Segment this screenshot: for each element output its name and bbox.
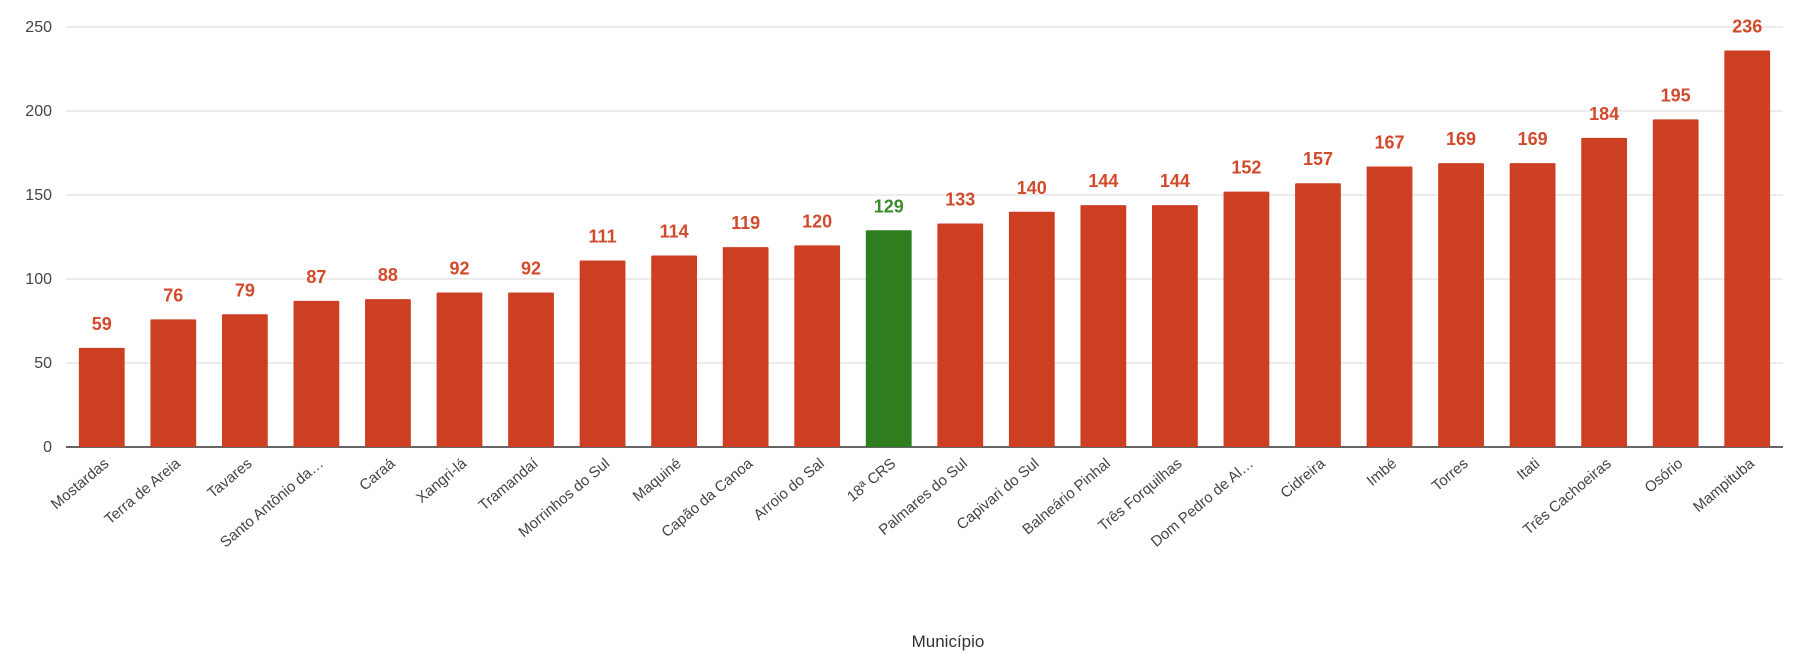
bar [1581,137,1628,447]
bar-value-label: 144 [1088,171,1118,191]
bar [1724,50,1771,448]
bar [937,223,984,447]
bar-value-label: 120 [802,211,832,231]
bar [1080,205,1127,447]
bar-value-label: 87 [306,267,326,287]
bar [221,314,268,447]
x-tick-label: Cidreira [1277,455,1329,502]
x-tick-label: Arroio do Sal [750,455,827,524]
y-tick-label: 0 [43,439,52,456]
bar [365,299,411,447]
x-tick-label: Torres [1429,455,1472,495]
bar-value-label: 195 [1661,85,1691,105]
bar-value-label: 144 [1160,171,1190,191]
bar [508,292,554,447]
bar [436,292,483,447]
y-tick-label: 250 [25,19,52,36]
bar [1223,191,1270,447]
gridlines: 0 50 100 150 200 250 [25,19,1783,456]
bar-value-label: 129 [874,196,904,216]
value-labels: 59 76 79 87 88 92 92 111 114 119 120 129 133 140 144 14… [92,17,1762,334]
bar-value-label: 76 [163,285,183,305]
x-tick-label: Maquiné [630,455,685,505]
bar [722,247,769,447]
x-axis-title: Município [912,632,985,651]
y-tick-label: 150 [25,187,52,204]
x-tick-label: Mampituba [1690,455,1758,516]
bar-value-label: 167 [1374,132,1404,152]
bar-value-label: 184 [1589,104,1619,124]
bar-value-label: 111 [589,227,617,247]
x-tick-label: Terra de Areia [101,455,184,528]
bar-value-label: 157 [1303,149,1333,169]
x-tick-label: Imbé [1364,455,1400,489]
bar [150,319,197,447]
bar-value-label: 119 [731,213,760,233]
bar-value-label: 236 [1732,17,1762,37]
bar [1438,163,1484,447]
bar [794,245,841,447]
bar-value-label: 88 [378,265,398,285]
y-tick-label: 100 [25,271,52,288]
y-tick-label: 50 [34,355,52,372]
x-tick-label: Tavares [204,455,255,502]
bar [293,300,340,447]
bar-value-label: 79 [235,280,255,300]
bar-value-label: 92 [521,258,541,278]
x-tick-label: Tramandaí [476,455,543,515]
bar [1366,166,1413,447]
bar-value-label: 169 [1446,129,1476,149]
y-tick-label: 200 [25,103,52,120]
x-tick-label: Osório [1641,455,1686,496]
bar-value-label: 140 [1017,178,1047,198]
bar-value-label: 114 [660,221,689,241]
x-tick-label: Xangri-lá [413,455,470,507]
bar [78,347,125,447]
bar [865,230,912,447]
bar [1152,205,1198,447]
bar [1008,211,1055,447]
bar-value-label: 133 [945,190,975,210]
bar-value-label: 59 [92,314,112,334]
bar-value-label: 169 [1518,129,1548,149]
bar [651,255,697,447]
x-tick-label: Caraá [356,455,399,495]
bar [1295,183,1341,448]
x-tick-label: Itati [1514,455,1543,484]
bar [1509,163,1556,447]
x-tick-label: 18ª CRS [844,455,899,505]
bar-value-label: 92 [449,258,469,278]
bars [78,50,1771,448]
x-tick-label: Mostardas [48,455,113,513]
bar [1652,119,1699,448]
bar-value-label: 152 [1231,158,1261,178]
bar [579,260,626,447]
